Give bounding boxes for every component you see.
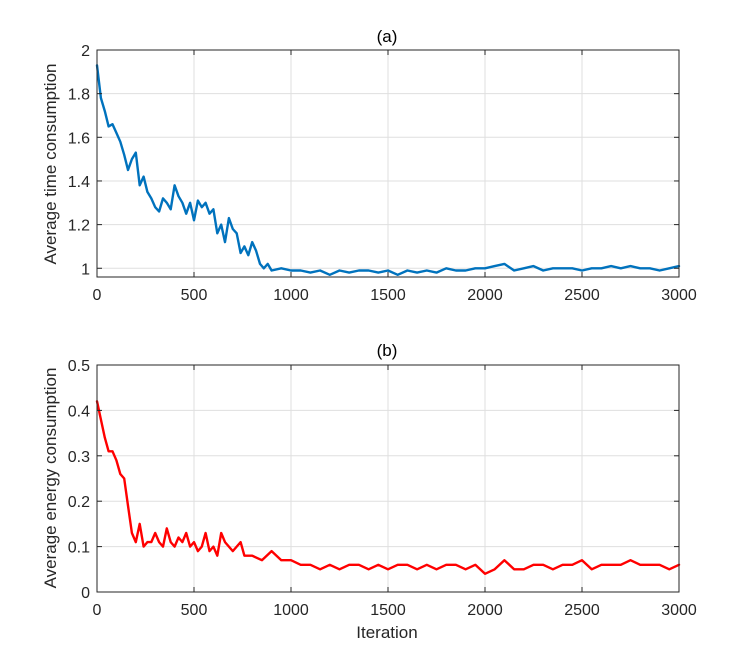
y-tick-label-b: 0.3 <box>68 449 90 466</box>
y-tick-label-a: 2 <box>81 43 90 60</box>
x-tick-label-b: 1000 <box>273 602 309 619</box>
y-tick-label-b: 0.2 <box>68 494 90 511</box>
series-line-b <box>95 400 681 575</box>
series-line-a <box>95 64 681 276</box>
x-tick-label-b: 2500 <box>564 602 600 619</box>
y-tick-label-b: 0.1 <box>68 540 90 557</box>
y-tick-label-b: 0.5 <box>68 358 90 375</box>
y-tick-label-a: 1 <box>81 261 90 278</box>
x-tick-label-b: 0 <box>93 602 102 619</box>
y-tick-label-a: 1.8 <box>68 87 90 104</box>
x-tick-label-a: 1500 <box>370 287 406 304</box>
x-tick-label-b: 3000 <box>661 602 697 619</box>
x-tick-label-b: 1500 <box>370 602 406 619</box>
y-tick-label-a: 1.2 <box>68 218 90 235</box>
x-tick-label-b: 2000 <box>467 602 503 619</box>
chart-title-b: (b) <box>377 341 398 360</box>
x-tick-label-a: 0 <box>93 287 102 304</box>
y-tick-label-a: 1.6 <box>68 130 90 147</box>
x-tick-label-a: 500 <box>181 287 208 304</box>
chart-title-a: (a) <box>377 27 398 46</box>
plot-a: (a) Average time consumption 0 500 1000 150… <box>41 27 697 304</box>
plot-b: (b) Average energy consumption Iteration… <box>41 341 697 642</box>
y-tick-label-b: 0 <box>81 585 90 602</box>
x-tick-label-a: 3000 <box>661 287 697 304</box>
y-axis-label-b: Average energy consumption <box>41 368 60 589</box>
x-tick-label-a: 1000 <box>273 287 309 304</box>
x-axis-label-b: Iteration <box>356 623 417 642</box>
x-tick-label-a: 2000 <box>467 287 503 304</box>
y-tick-label-a: 1.4 <box>68 174 90 191</box>
y-tick-label-b: 0.4 <box>68 403 90 420</box>
x-tick-label-a: 2500 <box>564 287 600 304</box>
x-tick-label-b: 500 <box>181 602 208 619</box>
y-axis-label-a: Average time consumption <box>41 64 60 265</box>
